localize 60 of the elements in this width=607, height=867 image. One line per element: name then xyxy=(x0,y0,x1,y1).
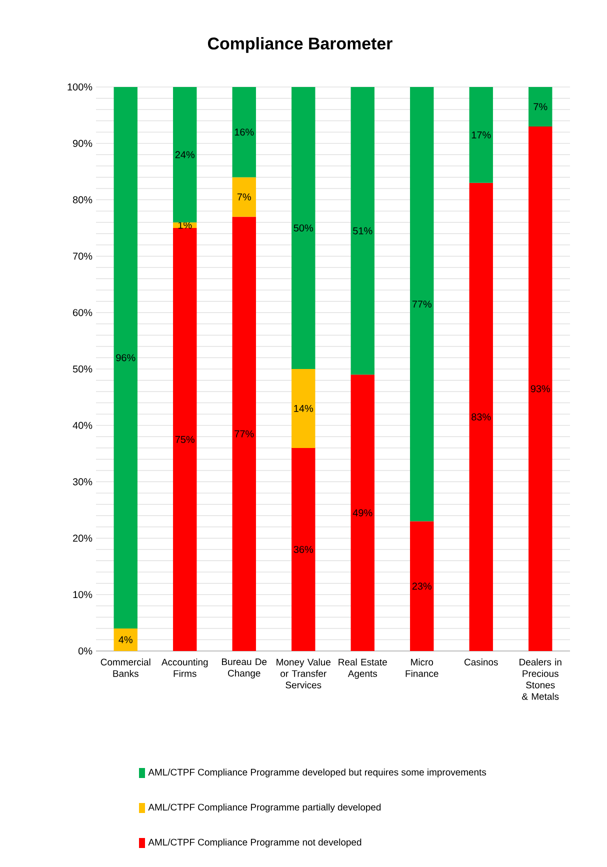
data-label: 93% xyxy=(530,385,550,392)
bar xyxy=(410,86,434,522)
x-tick-label: Casinos xyxy=(464,658,498,666)
data-label: 50% xyxy=(294,224,313,232)
bar xyxy=(350,374,374,651)
bar xyxy=(292,448,316,651)
data-label: 7% xyxy=(534,103,548,110)
data-label: 96% xyxy=(116,354,136,362)
bar xyxy=(292,368,316,448)
y-tick-label: 10% xyxy=(73,591,92,598)
bar xyxy=(410,521,434,651)
x-tick-label: Real Estate Agents xyxy=(338,658,387,679)
data-label: 16% xyxy=(234,128,254,136)
x-tick-label: Accounting Firms xyxy=(161,658,208,677)
legend-label: AML/CTPF Compliance Programme developed but requires some improvements xyxy=(148,768,486,778)
x-tick-label: Micro Finance xyxy=(406,658,438,677)
y-tick-label: 30% xyxy=(72,478,92,486)
y-tick-label: 40% xyxy=(72,422,92,429)
bar xyxy=(232,177,256,217)
x-tick-label: Money Value or Transfer Services xyxy=(276,658,330,688)
data-label: 1% xyxy=(178,222,192,229)
y-tick-label: 50% xyxy=(72,365,92,373)
data-label: 36% xyxy=(294,546,313,553)
x-tick-label: Commercial Banks xyxy=(100,658,150,677)
y-tick-label: 20% xyxy=(73,534,92,542)
x-tick-label: Dealers in Precious Stones & Metals xyxy=(520,658,562,700)
bar xyxy=(469,86,493,183)
x-tick-label: Bureau De Change xyxy=(222,658,267,678)
data-label: 75% xyxy=(175,436,194,443)
y-tick-label: 80% xyxy=(72,196,92,204)
data-label: 51% xyxy=(353,227,372,234)
y-tick-label: 70% xyxy=(73,252,92,260)
data-label: 77% xyxy=(412,300,432,308)
y-tick-label: 100% xyxy=(68,83,92,91)
y-tick-label: 90% xyxy=(73,140,92,147)
legend-label: AML/CTPF Compliance Programme partially developed xyxy=(148,804,381,812)
data-label: 14% xyxy=(294,404,313,412)
data-label: 83% xyxy=(472,413,491,420)
data-label: 49% xyxy=(352,509,372,516)
bar xyxy=(232,86,256,178)
data-label: 23% xyxy=(412,582,432,590)
bar xyxy=(469,182,493,651)
bar xyxy=(173,228,197,651)
bar xyxy=(114,628,138,651)
data-label: 7% xyxy=(237,193,251,200)
data-label: 4% xyxy=(118,636,132,644)
bar xyxy=(114,86,138,628)
bar xyxy=(528,86,552,126)
bar xyxy=(173,86,197,222)
chart-title: Compliance Barometer xyxy=(208,37,392,53)
bar xyxy=(292,86,316,369)
data-label: 17% xyxy=(472,131,491,138)
data-label: 24% xyxy=(175,151,194,158)
data-label: 77% xyxy=(234,430,254,438)
bar xyxy=(350,86,374,375)
y-tick-label: 60% xyxy=(73,309,92,316)
y-tick-label: 0% xyxy=(78,647,92,655)
bar xyxy=(232,216,256,651)
bar xyxy=(528,126,552,651)
legend-label: AML/CTPF Compliance Programme not developed xyxy=(148,838,362,848)
